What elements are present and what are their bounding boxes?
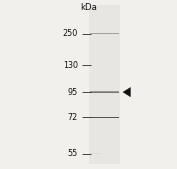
Text: 250: 250	[63, 29, 78, 38]
Bar	[88, 5, 120, 164]
Text: kDa: kDa	[80, 3, 97, 12]
Text: 55: 55	[68, 149, 78, 158]
Text: 130: 130	[63, 61, 78, 70]
Text: 95: 95	[68, 88, 78, 97]
Text: 72: 72	[68, 113, 78, 122]
Polygon shape	[123, 88, 130, 97]
